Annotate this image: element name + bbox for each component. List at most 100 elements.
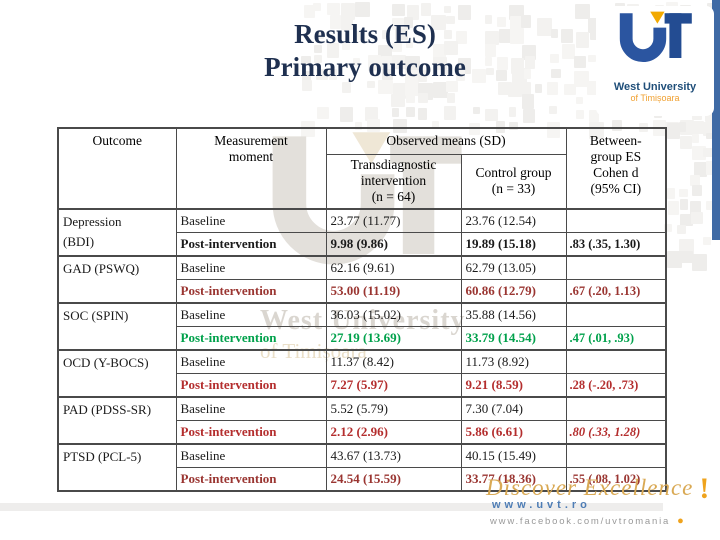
- table-row: Depression (BDI) Baseline 23.77 (11.77) 23.…: [57, 208, 667, 257]
- mosaic-tile: [693, 161, 707, 177]
- outcome-label: SOC (SPIN): [57, 302, 177, 351]
- mosaic-tile: [692, 134, 700, 144]
- table-row: Post-intervention 7.27 (5.97) 9.21 (8.59).…: [58, 373, 667, 398]
- mosaic-tile: [406, 5, 419, 21]
- footer-band: [0, 503, 663, 511]
- mosaic-tile: [342, 43, 351, 51]
- mosaic-tile: [508, 121, 518, 130]
- mosaic-tile: [456, 68, 466, 81]
- baseline-intervention-mean: 11.37 (8.42): [325, 349, 462, 374]
- mosaic-tile: [680, 199, 689, 211]
- mosaic-tile: [406, 42, 414, 49]
- mosaic-tile: [509, 16, 523, 32]
- measurement-baseline: Baseline: [175, 443, 327, 468]
- baseline-control-mean: 11.73 (8.92): [460, 349, 567, 374]
- mosaic-tile: [703, 148, 714, 158]
- table-row: PTSD (PCL-5) Baseline 43.67 (13.73) 40.15 (…: [57, 443, 667, 492]
- mosaic-tile: [521, 94, 534, 110]
- table-row: Post-intervention 27.19 (13.69) 33.79 (14.…: [58, 326, 667, 351]
- measurement-post-intervention: Post-intervention: [175, 467, 327, 492]
- baseline-intervention-mean: 36.03 (15.02): [325, 302, 462, 327]
- mosaic-tile: [368, 55, 382, 72]
- col-header-observed-means: Observed means (SD): [325, 127, 567, 155]
- mosaic-tile: [417, 108, 427, 120]
- mosaic-tile: [511, 67, 527, 85]
- mosaic-tile: [703, 237, 712, 246]
- measurement-baseline: Baseline: [175, 396, 327, 421]
- mosaic-tile: [497, 56, 509, 70]
- mosaic-tile: [381, 68, 393, 80]
- mosaic-tile: [549, 54, 559, 64]
- mosaic-tile: [405, 93, 415, 103]
- post-intervention-mean: 24.54 (15.59): [325, 467, 462, 492]
- mosaic-tile: [392, 42, 403, 52]
- results-table: Outcome Measurement moment Observed mean…: [57, 127, 668, 492]
- post-intervention-mean: 2.12 (2.96): [325, 420, 462, 445]
- mosaic-tile: [523, 68, 531, 79]
- mosaic-tile: [433, 56, 448, 70]
- mosaic-tile: [316, 107, 329, 120]
- logo-org-line-1: West University: [613, 81, 697, 93]
- mosaic-tile: [313, 2, 322, 11]
- mosaic-tile: [679, 251, 693, 264]
- effect-size-empty: [565, 255, 667, 280]
- mosaic-tile: [430, 15, 446, 31]
- mosaic-tile: [589, 28, 598, 40]
- mosaic-tile: [458, 5, 472, 21]
- table-row: Post-intervention 53.00 (11.19) 60.86 (12.…: [58, 279, 667, 304]
- mosaic-tile: [550, 29, 558, 39]
- measurement-baseline: Baseline: [175, 302, 327, 327]
- mosaic-tile: [509, 106, 517, 117]
- effect-size-value: .67 (.20, 1.13): [565, 279, 667, 304]
- facebook-url: www.facebook.com/uvtromania ●: [490, 515, 684, 527]
- baseline-control-mean: 35.88 (14.56): [460, 302, 567, 327]
- gold-dot-icon: ●: [677, 515, 684, 527]
- mosaic-tile: [327, 43, 340, 59]
- mosaic-tile: [508, 83, 523, 97]
- mosaic-tile: [524, 56, 535, 70]
- mosaic-tile: [679, 135, 692, 149]
- mosaic-tile: [446, 16, 456, 25]
- mosaic-tile: [444, 30, 453, 40]
- mosaic-tile: [329, 15, 341, 30]
- mosaic-tile: [404, 70, 419, 85]
- post-intervention-mean: 7.27 (5.97): [325, 373, 462, 398]
- effect-size-empty: [565, 349, 667, 374]
- mosaic-tile: [574, 70, 590, 87]
- post-intervention-mean: 53.00 (11.19): [325, 279, 462, 304]
- mosaic-tile: [404, 17, 414, 29]
- mosaic-tile: [391, 93, 406, 107]
- measurement-post-intervention: Post-intervention: [175, 326, 327, 351]
- mosaic-tile: [431, 121, 439, 129]
- mosaic-tile: [313, 55, 322, 64]
- mosaic-tile: [705, 201, 713, 211]
- website-url: www.uvt.ro: [492, 499, 591, 511]
- mosaic-tile: [573, 55, 586, 68]
- mosaic-tile: [420, 2, 431, 16]
- outcome-label: OCD (Y-BOCS): [57, 349, 177, 398]
- mosaic-tile: [341, 16, 354, 30]
- baseline-intervention-mean: 43.67 (13.73): [325, 443, 462, 468]
- mosaic-tile: [433, 43, 447, 60]
- mosaic-tile: [380, 56, 392, 71]
- effect-size-empty: [565, 302, 667, 327]
- post-control-mean: 33.77 (18.36): [460, 467, 567, 492]
- uvt-logo-mark-icon: [619, 11, 692, 62]
- mosaic-tile: [315, 30, 324, 39]
- mosaic-tile: [340, 107, 354, 123]
- measurement-post-intervention: Post-intervention: [175, 232, 327, 257]
- mosaic-tile: [302, 70, 311, 81]
- mosaic-tile: [342, 82, 352, 94]
- mosaic-tile: [692, 146, 707, 161]
- measurement-post-intervention: Post-intervention: [175, 420, 327, 445]
- effect-size-value: .28 (-.20, .73): [565, 373, 667, 398]
- mosaic-tile: [547, 81, 559, 95]
- post-control-mean: 5.86 (6.61): [460, 420, 567, 445]
- mosaic-tile: [535, 83, 543, 93]
- mosaic-tile: [472, 106, 480, 114]
- page-title: Results (ES) Primary outcome: [170, 18, 560, 84]
- table-row: PAD (PDSS-SR) Baseline 5.52 (5.79) 7.30 (7.…: [57, 396, 667, 445]
- post-intervention-mean: 9.98 (9.86): [325, 232, 462, 257]
- mosaic-tile: [677, 225, 687, 235]
